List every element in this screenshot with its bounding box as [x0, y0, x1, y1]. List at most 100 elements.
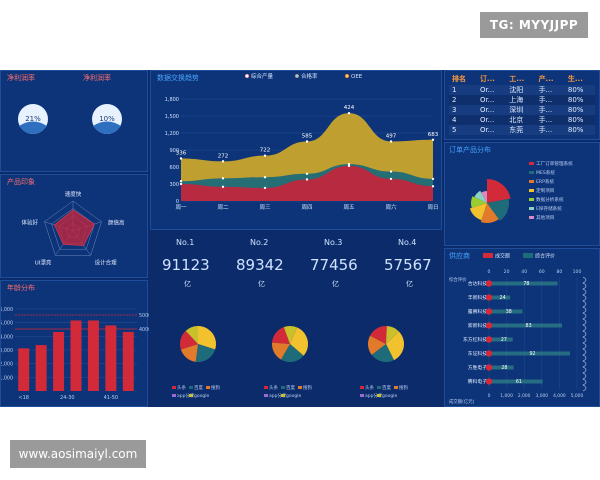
trend-point[interactable]: [389, 177, 393, 181]
supp-bar[interactable]: [489, 309, 523, 314]
pie-legend-swatch[interactable]: [206, 386, 210, 389]
supp-legend-label[interactable]: 综合评价: [535, 253, 555, 260]
rose-slice[interactable]: [469, 203, 487, 221]
pie-legend-swatch[interactable]: [264, 394, 268, 397]
pie-legend-label[interactable]: 百度: [286, 384, 295, 391]
rose-legend-swatch[interactable]: [529, 189, 534, 192]
table-header-product[interactable]: 产...: [538, 75, 554, 83]
rose-slice[interactable]: [471, 196, 487, 208]
trend-point[interactable]: [389, 140, 393, 143]
pie-legend-label[interactable]: app分享: [365, 392, 383, 399]
supp-bar[interactable]: [489, 323, 563, 328]
pie-legend-swatch[interactable]: [394, 386, 398, 389]
pie-legend-swatch[interactable]: [360, 386, 364, 389]
table-header-production[interactable]: 生...: [567, 75, 583, 83]
pie-legend-swatch[interactable]: [360, 394, 364, 397]
trend-legend-label[interactable]: 合格率: [301, 72, 318, 80]
trend-point[interactable]: [305, 172, 309, 175]
pie-legend-label[interactable]: app分享: [269, 392, 287, 399]
pie-slice[interactable]: [195, 344, 216, 362]
trend-point[interactable]: [179, 157, 183, 160]
rose-legend-swatch[interactable]: [529, 162, 534, 165]
trend-point[interactable]: [347, 111, 351, 115]
trend-point[interactable]: [305, 140, 309, 143]
rose-slice[interactable]: [481, 191, 487, 203]
pie-slice[interactable]: [371, 344, 394, 362]
rose-legend-label[interactable]: ERP系统: [536, 178, 554, 185]
pie-legend-label[interactable]: 搜狗: [399, 384, 408, 391]
pie-slice[interactable]: [198, 326, 216, 350]
pie-legend-label[interactable]: 搜狗: [211, 384, 220, 391]
pie-slice[interactable]: [370, 326, 387, 344]
trend-point[interactable]: [263, 154, 267, 157]
rose-legend-swatch[interactable]: [529, 216, 534, 219]
pie-slice[interactable]: [272, 342, 290, 360]
trend-point[interactable]: [221, 177, 225, 180]
pie-slice[interactable]: [185, 326, 198, 344]
rose-slice[interactable]: [487, 198, 509, 221]
pie-slice[interactable]: [272, 327, 290, 344]
pie-legend-swatch[interactable]: [264, 386, 268, 389]
trend-point[interactable]: [179, 179, 183, 183]
supp-bar[interactable]: [489, 295, 511, 300]
trend-legend-label[interactable]: 综合产量: [251, 72, 274, 80]
pie-legend-label[interactable]: app分享: [177, 392, 195, 399]
trend-point[interactable]: [347, 162, 351, 166]
trend-point[interactable]: [221, 160, 225, 163]
pie-legend-label[interactable]: google: [286, 393, 301, 399]
trend-point[interactable]: [263, 186, 267, 190]
pie-legend-swatch[interactable]: [377, 386, 381, 389]
pie-slice[interactable]: [386, 331, 404, 361]
table-header-rank[interactable]: 排名: [452, 75, 466, 83]
rose-slice[interactable]: [480, 203, 499, 223]
rose-slice[interactable]: [487, 179, 511, 203]
table-row[interactable]: 3 Or... 深圳 手... 80%: [449, 105, 595, 115]
rose-slice[interactable]: [474, 190, 487, 203]
pie-legend-swatch[interactable]: [189, 394, 193, 397]
trend-point[interactable]: [221, 185, 225, 189]
pie-legend-swatch[interactable]: [298, 386, 302, 389]
pie-legend-swatch[interactable]: [189, 386, 193, 389]
trend-point[interactable]: [431, 185, 435, 188]
rose-legend-label[interactable]: 其他项目: [536, 214, 554, 221]
pie-slice[interactable]: [283, 326, 298, 344]
trend-point[interactable]: [179, 182, 183, 186]
table-row[interactable]: 1 Or... 沈阳 手... 80%: [449, 85, 595, 95]
trend-point[interactable]: [263, 176, 267, 179]
pie-legend-swatch[interactable]: [281, 386, 285, 389]
trend-point[interactable]: [431, 177, 435, 181]
pie-legend-swatch[interactable]: [281, 394, 285, 397]
pie-legend-label[interactable]: 头条: [177, 384, 186, 391]
supp-bar[interactable]: [489, 365, 514, 370]
trend-point[interactable]: [431, 138, 435, 141]
rose-legend-swatch[interactable]: [529, 198, 534, 201]
table-row[interactable]: 5 Or... 东莞 手... 80%: [449, 125, 595, 135]
rose-legend-label[interactable]: E探存储系统: [536, 205, 562, 212]
supp-legend-label[interactable]: 成交额: [495, 253, 510, 260]
table-row[interactable]: 4 Or... 北京 手... 80%: [449, 115, 595, 125]
pie-slice[interactable]: [368, 335, 386, 355]
pie-legend-label[interactable]: google: [382, 393, 397, 399]
trend-legend-marker[interactable]: [344, 73, 350, 79]
pie-slice[interactable]: [290, 327, 308, 356]
supp-bar[interactable]: [489, 351, 570, 356]
pie-slice[interactable]: [280, 344, 304, 362]
trend-legend-marker[interactable]: [244, 73, 250, 79]
rose-legend-swatch[interactable]: [529, 171, 534, 174]
pie-slice[interactable]: [180, 344, 198, 362]
table-header-factory[interactable]: 工...: [509, 75, 525, 83]
rose-legend-label[interactable]: 数据分析系统: [536, 196, 564, 203]
rose-legend-label[interactable]: 工厂订单管理系统: [536, 160, 573, 167]
pie-legend-label[interactable]: 搜狗: [303, 384, 312, 391]
pie-slice[interactable]: [386, 326, 399, 344]
rose-legend-label[interactable]: MES系统: [536, 169, 555, 176]
supp-bar[interactable]: [489, 281, 558, 286]
trend-point[interactable]: [305, 178, 309, 181]
pie-slice[interactable]: [180, 330, 198, 350]
pie-legend-label[interactable]: 百度: [382, 384, 391, 391]
table-header-order[interactable]: 订...: [479, 75, 495, 83]
supp-legend-swatch[interactable]: [483, 253, 493, 258]
trend-point[interactable]: [347, 164, 351, 168]
trend-legend-label[interactable]: OEE: [351, 74, 363, 80]
pie-legend-swatch[interactable]: [377, 394, 381, 397]
